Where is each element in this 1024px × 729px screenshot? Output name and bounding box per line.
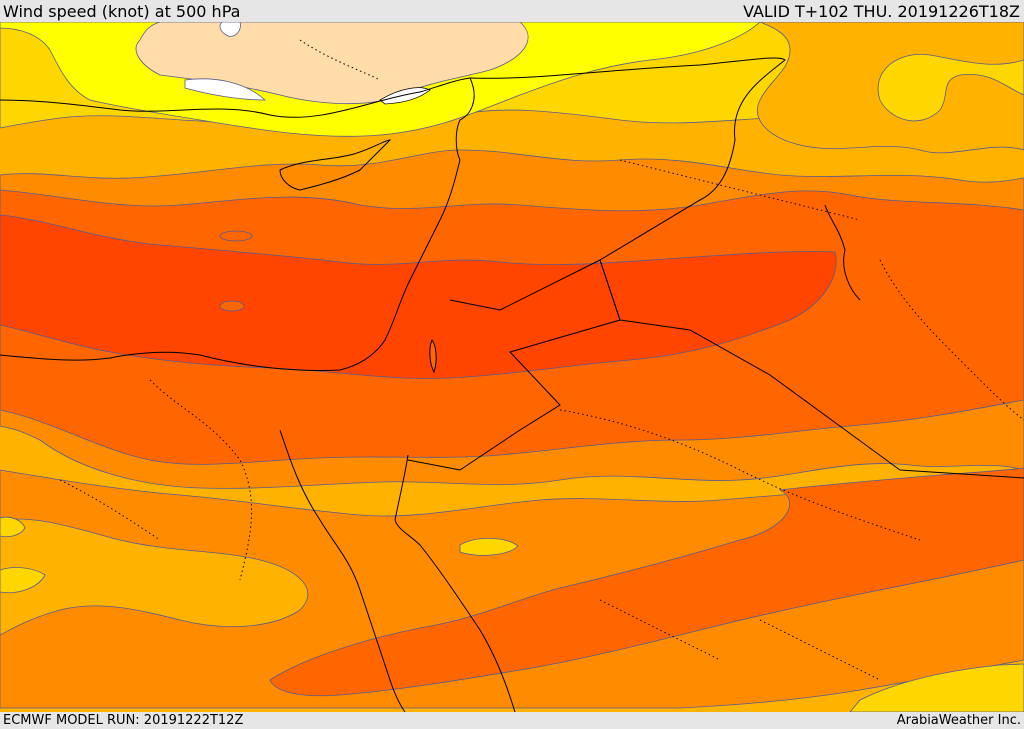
valid-time: VALID T+102 THU. 20191226T18Z xyxy=(743,2,1020,21)
border-syria xyxy=(469,57,786,261)
border-jordan xyxy=(407,259,621,471)
band-gold-se xyxy=(849,663,1024,712)
band-gold-patch-3 xyxy=(0,567,46,594)
band-orange-south xyxy=(0,469,1024,709)
internal-borders xyxy=(59,39,1024,681)
coastline-cyprus xyxy=(279,139,392,191)
footer-bar: ECMWF MODEL RUN: 20191222T12Z ArabiaWeat… xyxy=(0,712,1024,729)
coastline-turkey xyxy=(0,77,475,161)
coastline-sinai xyxy=(279,429,406,712)
coastline-aqaba xyxy=(394,454,516,712)
band-gold-patch-2 xyxy=(459,537,519,556)
band-red-patch-2 xyxy=(219,230,253,242)
band-deep-orange-south-2 xyxy=(269,467,1024,697)
band-gold-patch-1 xyxy=(0,516,26,538)
band-red-patch-1 xyxy=(219,300,245,312)
band-calm-2 xyxy=(184,78,267,101)
header-bar: Wind speed (knot) at 500 hPa VALID T+102… xyxy=(0,0,1024,22)
band-calm-3 xyxy=(219,22,241,37)
map-title: Wind speed (knot) at 500 hPa xyxy=(3,2,241,21)
credit-text: ArabiaWeather Inc. xyxy=(896,713,1021,728)
coastline-gulf xyxy=(824,204,861,301)
model-run: ECMWF MODEL RUN: 20191222T12Z xyxy=(3,713,244,728)
band-calm xyxy=(379,87,431,105)
band-amber-sw xyxy=(0,518,309,636)
coastline-levant xyxy=(0,159,461,371)
band-red-orange xyxy=(0,214,837,379)
band-amber-ne xyxy=(757,22,1024,154)
wind-speed-map[interactable] xyxy=(0,22,1024,712)
dead-sea xyxy=(429,339,437,374)
